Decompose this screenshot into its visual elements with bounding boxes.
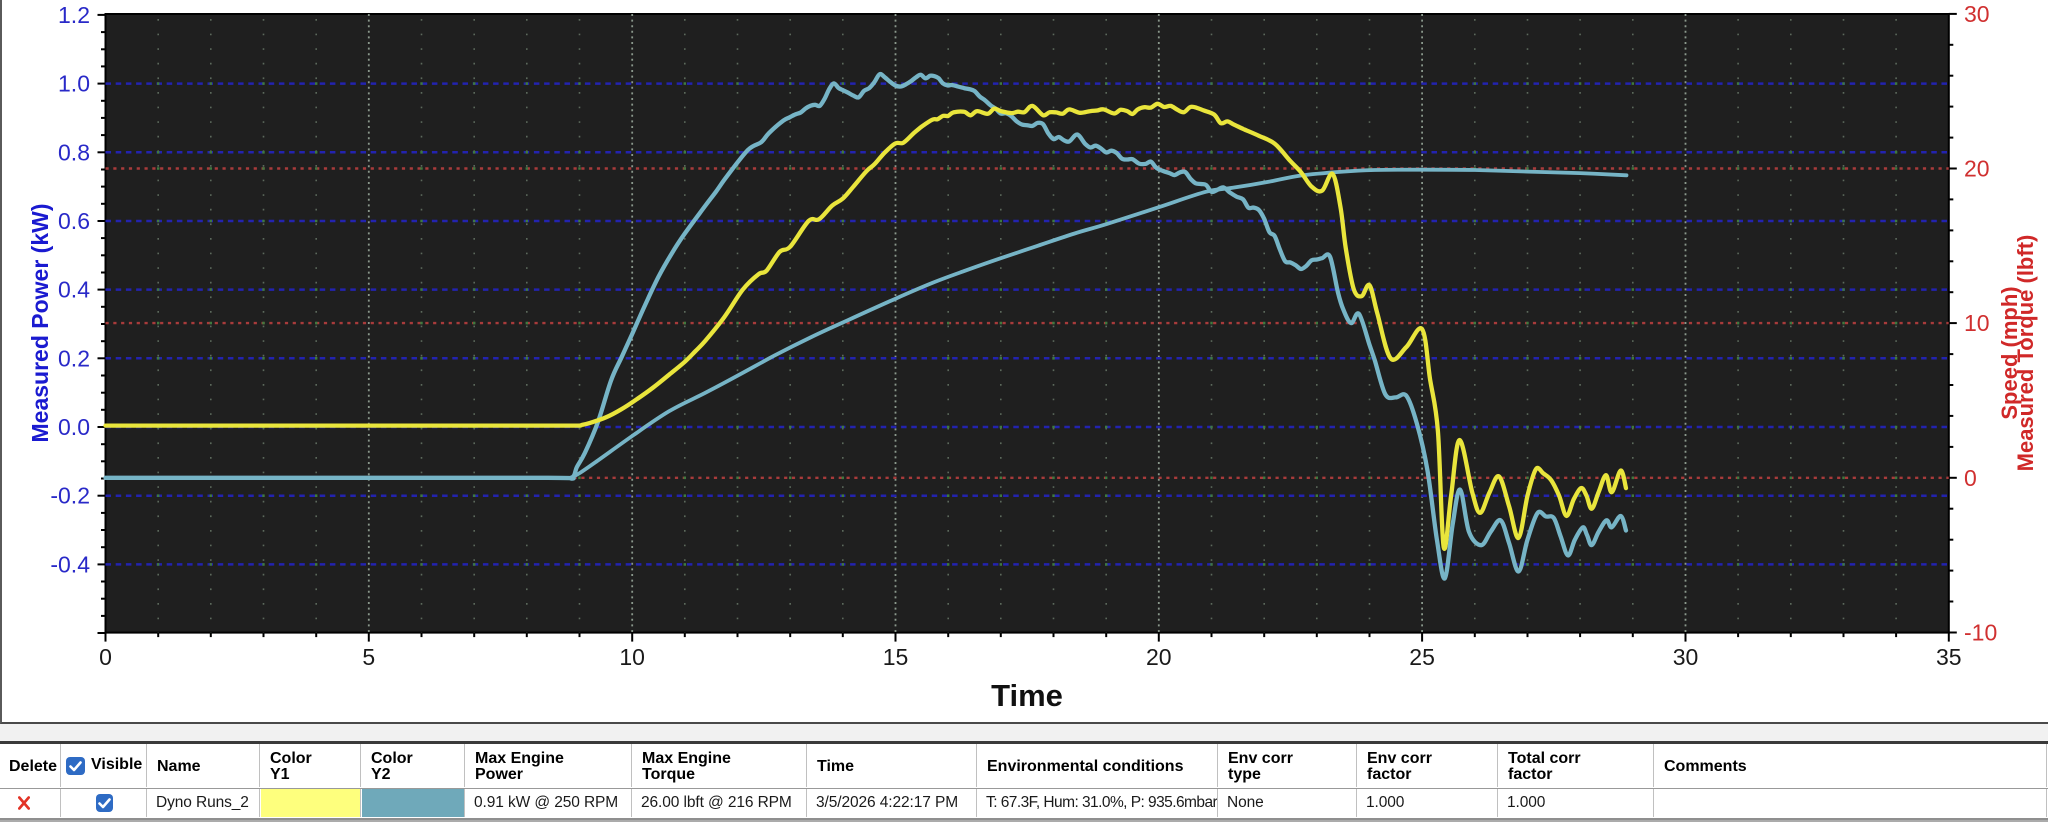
svg-text:20: 20 bbox=[1964, 156, 1990, 182]
svg-text:5: 5 bbox=[362, 644, 375, 670]
svg-text:0.0: 0.0 bbox=[58, 414, 90, 440]
svg-text:-0.4: -0.4 bbox=[50, 551, 90, 577]
svg-text:Speed (mph): Speed (mph) bbox=[1997, 286, 2022, 419]
svg-text:15: 15 bbox=[883, 644, 909, 670]
svg-text:0.6: 0.6 bbox=[58, 208, 90, 234]
svg-text:0.4: 0.4 bbox=[58, 277, 90, 303]
svg-text:30: 30 bbox=[1673, 644, 1699, 670]
svg-text:Measured Power (kW): Measured Power (kW) bbox=[27, 204, 53, 443]
svg-text:10: 10 bbox=[1964, 310, 1990, 336]
svg-text:Measured Torque (lbft): Measured Torque (lbft) bbox=[2013, 235, 2038, 472]
svg-text:1.2: 1.2 bbox=[58, 2, 90, 28]
svg-text:0.8: 0.8 bbox=[58, 139, 90, 165]
svg-text:25: 25 bbox=[1409, 644, 1435, 670]
svg-text:-0.2: -0.2 bbox=[50, 483, 90, 509]
svg-text:30: 30 bbox=[1964, 1, 1990, 27]
svg-text:10: 10 bbox=[619, 644, 645, 670]
svg-text:0: 0 bbox=[99, 644, 112, 670]
svg-text:Time: Time bbox=[991, 678, 1063, 713]
svg-text:-10: -10 bbox=[1964, 620, 1997, 646]
svg-text:0.2: 0.2 bbox=[58, 345, 90, 371]
svg-text:1.0: 1.0 bbox=[58, 71, 90, 97]
svg-text:0: 0 bbox=[1964, 465, 1977, 491]
svg-text:20: 20 bbox=[1146, 644, 1172, 670]
svg-text:35: 35 bbox=[1936, 644, 1962, 670]
